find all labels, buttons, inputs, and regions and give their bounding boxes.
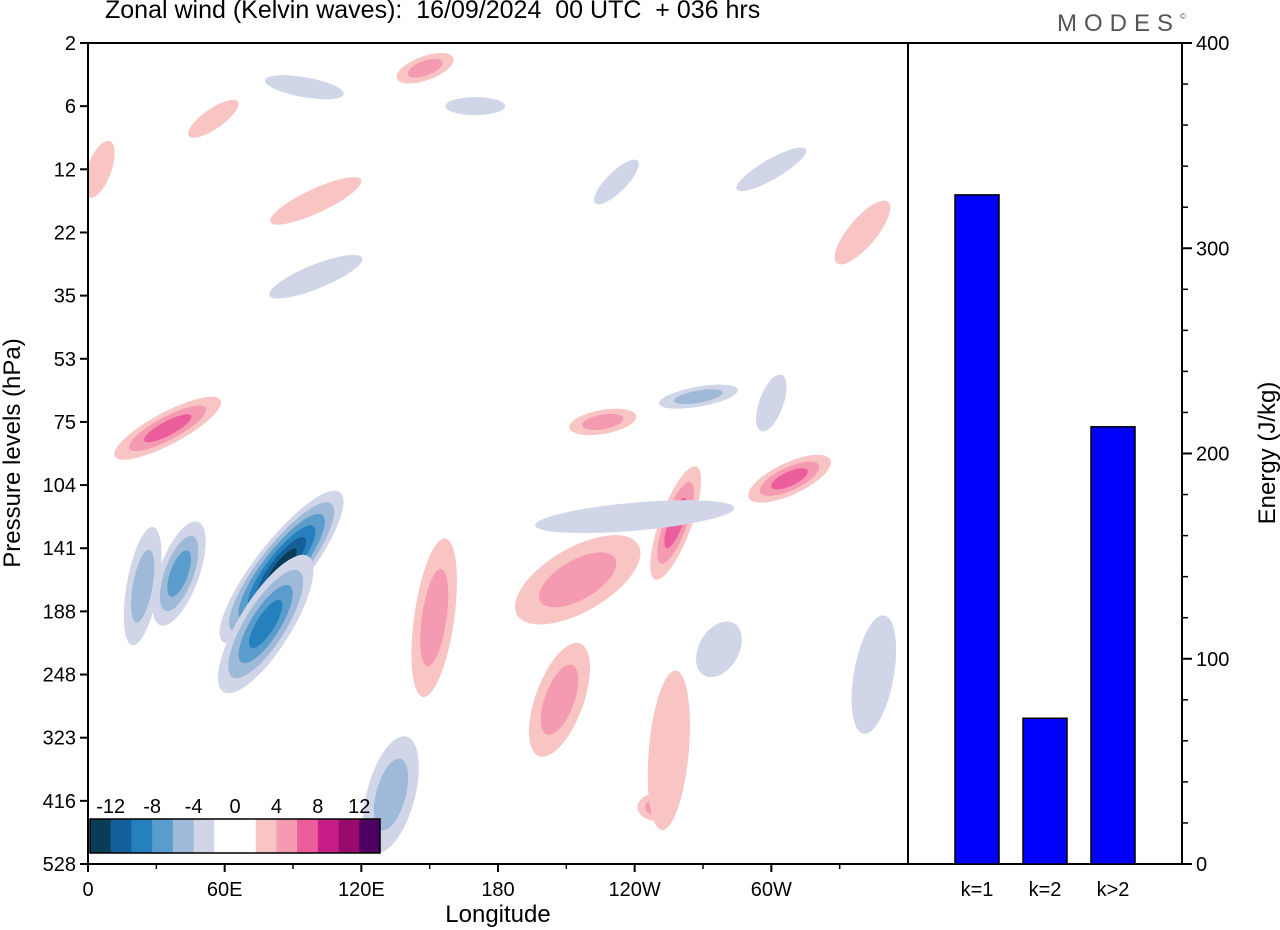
contour-region — [269, 254, 363, 299]
contour-region — [647, 670, 690, 831]
colorbar: -12 -8 -4 0 4 8 12 — [89, 796, 381, 854]
pressure-axis: 2 6 12 22 35 53 75 104 141 188 248 323 416 528 — [43, 33, 88, 876]
contour-region — [373, 758, 409, 831]
y-tick-label: 141 — [43, 538, 76, 560]
contour-region — [535, 500, 735, 534]
contour-region — [736, 147, 807, 192]
colorbar-label: -4 — [185, 796, 203, 818]
x-tick-label: 180 — [481, 879, 514, 901]
energy-bar — [1022, 717, 1068, 865]
colorbar-swatch — [297, 819, 319, 853]
y-axis-title: Pressure levels (hPa) — [0, 338, 26, 567]
energy-tick-label: 200 — [1196, 444, 1229, 466]
contour-region — [539, 552, 617, 608]
colorbar-label: -8 — [143, 796, 161, 818]
energy-tick-label: 300 — [1196, 238, 1229, 260]
bar-category-label: k=1 — [961, 879, 994, 901]
contour-region — [167, 550, 191, 597]
colorbar-swatch — [338, 819, 360, 853]
colorbar-label: 8 — [312, 796, 323, 818]
energy-bar — [1090, 426, 1136, 865]
contour-region — [771, 468, 808, 490]
y-tick-label: 6 — [65, 96, 76, 118]
contour-region — [445, 97, 506, 116]
x-tick-label: 60W — [751, 879, 792, 901]
contour-region — [420, 568, 449, 667]
energy-bar — [954, 194, 1000, 865]
y-tick-label: 12 — [54, 159, 76, 181]
longitude-axis: 0 60E 120E 180 120W 60W — [82, 864, 841, 901]
energy-bars: k=1 k=2 k>2 — [954, 194, 1136, 901]
colorbar-swatch — [110, 819, 132, 853]
y-tick-label: 188 — [43, 601, 76, 623]
logo-mark: © — [1180, 12, 1186, 21]
colorbar-swatch — [235, 819, 257, 853]
bar-category-label: k=2 — [1029, 879, 1062, 901]
energy-tick-label: 400 — [1196, 33, 1229, 55]
colorbar-swatch — [359, 819, 381, 853]
colorbar-swatch — [131, 819, 153, 853]
colorbar-swatch — [90, 819, 112, 853]
energy-tick-label: 100 — [1196, 649, 1229, 671]
contour-region — [540, 664, 579, 735]
y-tick-label: 528 — [43, 854, 76, 876]
contour-region — [594, 159, 639, 205]
colorbar-swatch — [255, 819, 277, 853]
y-tick-label: 35 — [54, 286, 76, 308]
energy-axis-title: Energy (J/kg) — [1254, 382, 1280, 525]
energy-tick-label: 0 — [1196, 854, 1207, 876]
contour-region — [696, 621, 742, 678]
colorbar-label: 12 — [348, 796, 370, 818]
colorbar-swatch — [214, 819, 236, 853]
contour-region — [131, 549, 155, 623]
contour-region — [407, 58, 443, 78]
modes-logo: MODES© — [1057, 10, 1186, 38]
contour-region — [851, 615, 897, 734]
colorbar-swatch — [317, 819, 340, 853]
colorbar-swatch — [276, 819, 298, 853]
contour-region — [143, 414, 192, 443]
x-tick-label: 0 — [82, 879, 93, 901]
colorbar-swatch — [193, 819, 215, 853]
x-tick-label: 60E — [207, 879, 243, 901]
y-tick-label: 323 — [43, 728, 76, 750]
y-tick-label: 2 — [65, 33, 76, 55]
y-tick-label: 416 — [43, 791, 76, 813]
y-tick-label: 53 — [54, 349, 76, 371]
contour-field — [88, 53, 897, 853]
colorbar-label: 4 — [271, 796, 282, 818]
y-tick-label: 75 — [54, 412, 76, 434]
y-tick-label: 248 — [43, 665, 76, 687]
chart-title: Zonal wind (Kelvin waves): 16/09/2024 00… — [105, 0, 761, 24]
energy-axis: 0 100 200 300 400 — [1182, 33, 1229, 876]
contour-region — [188, 99, 239, 138]
x-axis-title: Longitude — [445, 901, 550, 928]
x-tick-label: 120E — [338, 879, 385, 901]
contour-region — [756, 374, 787, 432]
contour-region — [674, 389, 723, 405]
contour-region — [249, 599, 283, 649]
y-tick-label: 22 — [54, 222, 76, 244]
colorbar-label: -12 — [96, 796, 125, 818]
colorbar-frame — [89, 818, 381, 854]
contour-region — [88, 140, 115, 198]
contour-region — [582, 413, 624, 431]
contour-region — [270, 177, 362, 225]
colorbar-swatch — [172, 819, 195, 853]
colorbar-label: 0 — [229, 796, 240, 818]
contour-region — [834, 200, 891, 265]
logo-text: MODES — [1057, 10, 1181, 37]
bar-category-label: k>2 — [1097, 879, 1130, 901]
y-tick-label: 104 — [43, 475, 76, 497]
colorbar-swatch — [152, 819, 174, 853]
x-tick-label: 120W — [609, 879, 661, 901]
contour-region — [264, 75, 344, 100]
